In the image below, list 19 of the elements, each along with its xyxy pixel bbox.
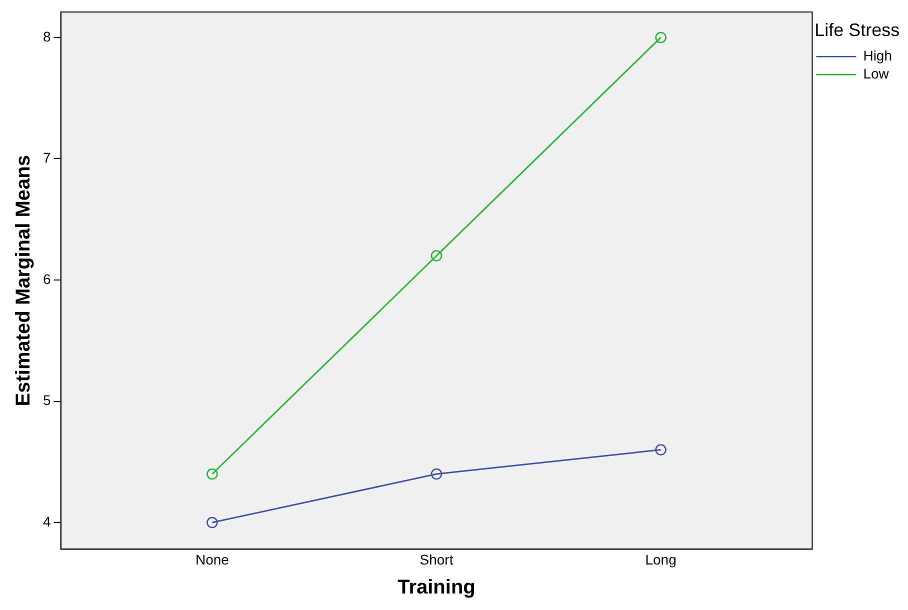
x-tick-label: Long <box>645 551 676 568</box>
y-tick-label: 4 <box>42 513 51 530</box>
point <box>430 250 442 262</box>
point <box>430 468 442 480</box>
y-axis-title: Estimated Marginal Means <box>12 155 35 406</box>
legend-title: Life Stress <box>814 20 900 40</box>
x-axis-title: Training <box>398 576 476 599</box>
x-tick-label: None <box>195 551 230 568</box>
legend-label: High <box>863 47 892 64</box>
point <box>655 444 666 456</box>
point <box>206 516 218 528</box>
y-tick-label: 5 <box>42 392 51 408</box>
point <box>206 468 218 480</box>
y-tick-label: 7 <box>42 150 51 166</box>
legend-label: Low <box>863 65 890 82</box>
y-tick-label: 8 <box>42 28 51 44</box>
x-tick-label: Short <box>420 551 454 568</box>
point <box>655 32 666 44</box>
y-tick-label: 6 <box>42 270 51 287</box>
